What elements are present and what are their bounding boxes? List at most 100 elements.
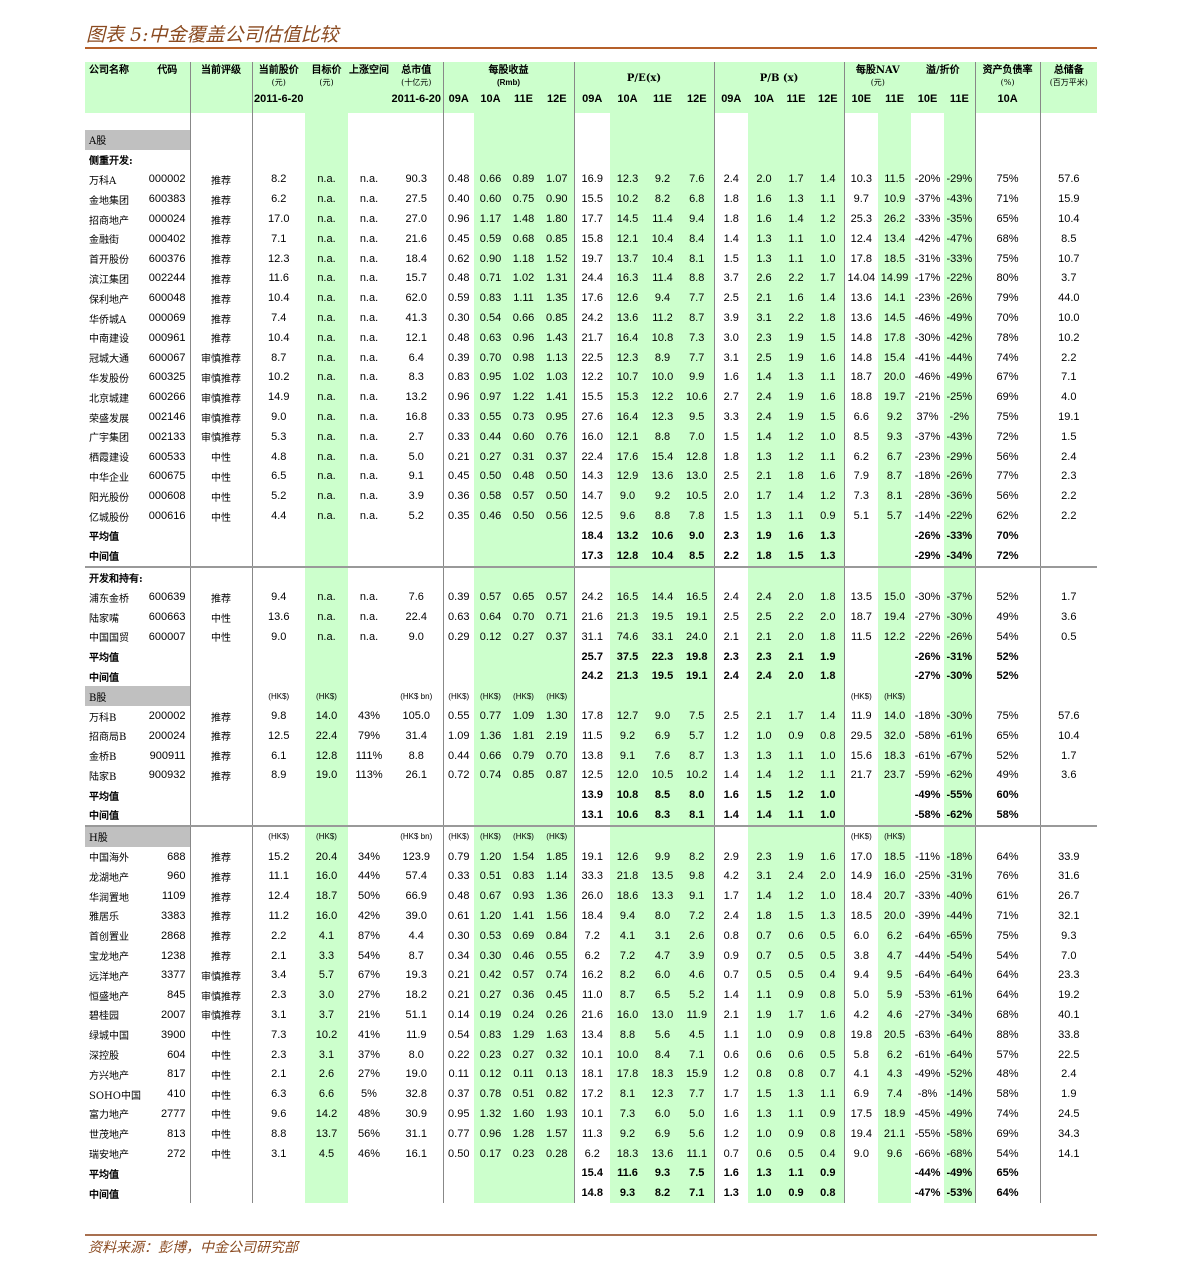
company-name-cell: SOHO中国 xyxy=(89,1090,141,1102)
pe-09a-cell: 18.4 xyxy=(581,529,603,542)
pb-10a-cell: 1.3 xyxy=(748,228,781,249)
premium-10e-cell: -45% xyxy=(914,1107,941,1120)
eps-11e-cell: 0.75 xyxy=(507,189,540,210)
pe-11e-cell: 14.4 xyxy=(645,587,680,608)
eps-11e-cell xyxy=(507,1163,540,1184)
company-name-cell: 中华企业 xyxy=(89,472,129,484)
premium-11e-cell: -67% xyxy=(944,745,976,766)
pb-10a-cell: 2.1 xyxy=(748,466,781,487)
pb-11e-cell: 0.5 xyxy=(780,965,813,986)
debt-ratio-cell xyxy=(975,149,1041,170)
eps-10a-cell: 1.17 xyxy=(474,209,507,229)
pb-09a-cell: 2.9 xyxy=(723,850,739,863)
pe-12e-cell xyxy=(680,566,715,588)
stock-code-cell: 600376 xyxy=(145,248,191,269)
rating-cell: 中性 xyxy=(190,1104,253,1124)
total-reserves-cell xyxy=(1040,667,1097,687)
pe-10a-cell xyxy=(610,130,645,150)
stock-code-cell xyxy=(145,666,191,687)
pe-09a-cell: 11.3 xyxy=(581,1127,603,1140)
pe-09a-cell: 27.6 xyxy=(581,411,603,424)
price-cell: 7.4 xyxy=(271,312,287,325)
rating-cell: 中性 xyxy=(190,1123,253,1144)
total-reserves-cell: 33.8 xyxy=(1058,1028,1080,1041)
pb-11e-cell: 0.6 xyxy=(780,1044,813,1065)
pe-12e-cell: 8.1 xyxy=(680,248,715,269)
market-cap-cell: 19.3 xyxy=(390,965,444,986)
pb-09a-cell xyxy=(714,567,748,588)
upside-cell xyxy=(348,1163,390,1183)
section-header-row: B股 (HK$) (HK$) (HK$ bn) (HK$) (HK$) (HK$) (HK$)… xyxy=(85,686,1097,707)
header-pb-year: 09A xyxy=(714,93,749,113)
pb-09a-cell: 1.1 xyxy=(723,1028,739,1041)
header-pe-year: 11E xyxy=(645,93,680,113)
pb-12e-cell: 0.8 xyxy=(812,725,845,746)
pb-09a-cell: 1.7 xyxy=(723,1088,739,1101)
header-nav-year: 10E xyxy=(844,93,879,113)
pe-11e-cell xyxy=(645,825,680,847)
nav-10e-cell xyxy=(844,1183,878,1203)
pe-11e-cell: 6.9 xyxy=(645,1123,680,1144)
premium-10e-cell: -20% xyxy=(914,173,941,186)
pe-10a-cell xyxy=(610,686,645,707)
pb-10a-cell: 2.4 xyxy=(748,407,781,427)
premium-11e-cell: -14% xyxy=(944,1084,976,1105)
summary-row: 平均值 15.4 11.6 9.3 7.5 1.6 1.3 1.1 0.9 -44% -49% 65% xyxy=(85,1163,1097,1184)
upside-cell: 67% xyxy=(357,969,381,982)
pb-10a-cell: 2.4 xyxy=(748,666,781,687)
pe-09a-cell: 15.4 xyxy=(581,1167,603,1180)
pe-12e-cell: 24.0 xyxy=(680,626,715,647)
eps-09a-cell: 0.29 xyxy=(448,630,470,643)
price-cell: 3.1 xyxy=(271,1008,287,1021)
total-reserves-cell: 19.1 xyxy=(1058,411,1080,424)
nav-11e-cell: 9.5 xyxy=(878,965,912,986)
pb-10a-cell: 1.0 xyxy=(748,1024,781,1045)
company-name-cell: 陆家B xyxy=(89,771,117,783)
upside-cell: 46% xyxy=(357,1147,381,1160)
pe-10a-cell xyxy=(610,113,645,130)
debt-ratio-cell: 72% xyxy=(975,545,1041,568)
eps-09a-cell xyxy=(443,1163,474,1183)
price-cell xyxy=(252,150,305,170)
pb-12e-cell: 1.0 xyxy=(812,426,845,447)
header-price-date: 2011-6-20 xyxy=(252,93,305,113)
pb-09a-cell: 3.7 xyxy=(723,272,739,285)
header-eps-year: 12E xyxy=(540,93,575,113)
market-cap-cell: 62.0 xyxy=(390,288,444,309)
pe-10a-cell: 14.5 xyxy=(610,209,645,229)
price-cell: 14.9 xyxy=(268,391,290,404)
pb-11e-cell: 0.5 xyxy=(780,945,813,966)
pe-10a-cell: 16.5 xyxy=(610,587,645,608)
pe-12e-cell: 16.5 xyxy=(680,587,715,608)
pe-09a-cell: 24.2 xyxy=(581,591,603,604)
company-name-cell: 远洋地产 xyxy=(89,971,129,983)
market-cap-cell xyxy=(390,1183,444,1204)
eps-12e-cell: 0.87 xyxy=(540,765,575,786)
pe-11e-cell: 9.2 xyxy=(645,486,680,507)
eps-11e-cell: 0.27 xyxy=(507,626,540,647)
pe-12e-cell: 8.4 xyxy=(680,228,715,249)
pe-11e-cell: 9.3 xyxy=(645,1163,680,1184)
eps-09a-cell: 0.72 xyxy=(448,769,470,782)
eps-11e-cell: 0.24 xyxy=(507,1005,540,1025)
pb-11e-cell: 1.3 xyxy=(780,1084,813,1105)
upside-cell: 113% xyxy=(355,769,383,782)
pb-09a-cell xyxy=(714,113,748,130)
company-name-cell: 首开股份 xyxy=(89,255,129,267)
company-name-cell: 招商局B xyxy=(89,732,127,744)
pe-09a-cell: 25.7 xyxy=(581,650,603,663)
premium-10e-cell: -44% xyxy=(914,1167,941,1180)
company-name-cell: 首创置业 xyxy=(89,932,129,944)
pe-09a-cell: 14.7 xyxy=(581,490,603,503)
total-reserves-cell xyxy=(1040,567,1097,588)
pb-12e-cell: 0.8 xyxy=(812,1123,845,1144)
rating-cell xyxy=(190,149,253,170)
pe-12e-cell xyxy=(680,825,715,847)
premium-11e-cell: -64% xyxy=(944,1044,976,1065)
debt-ratio-cell: 75% xyxy=(975,925,1041,946)
pe-10a-cell: 8.7 xyxy=(610,985,645,1006)
pb-12e-cell: 1.3 xyxy=(812,906,845,926)
premium-10e-cell: -37% xyxy=(914,430,941,443)
header-rating: 当前评级 xyxy=(190,62,253,93)
rating-cell: 中性 xyxy=(190,1024,253,1045)
